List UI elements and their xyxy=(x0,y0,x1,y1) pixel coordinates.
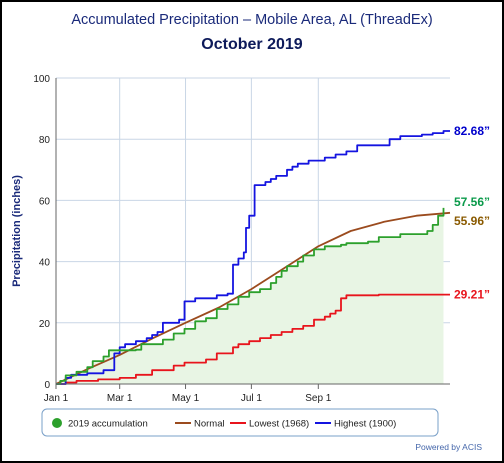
chart-title: Accumulated Precipitation – Mobile Area,… xyxy=(71,12,432,28)
y-tick-label: 40 xyxy=(39,258,51,269)
x-tick-label: Sep 1 xyxy=(305,393,332,404)
legend-item-label: Lowest (1968) xyxy=(249,419,309,430)
series-line-2019-accumulation xyxy=(56,207,445,385)
y-tick-label: 60 xyxy=(39,196,51,207)
legend-item-label: 2019 accumulation xyxy=(68,419,148,430)
axes: 0 20 40 60 80 100 Jan 1 Mar 1 May 1 Jul 1 Sep 1 xyxy=(33,74,450,404)
end-labels: 57.56” 55.96” 29.21” 82.68” xyxy=(454,124,490,302)
legend-item-label: Normal xyxy=(194,419,225,430)
y-tick-label: 0 xyxy=(44,380,50,391)
legend-item-label: Highest (1900) xyxy=(334,419,396,430)
end-label: 82.68” xyxy=(454,124,490,138)
legend: 2019 accumulation Normal Lowest (1968) High… xyxy=(41,408,439,437)
y-axis-label: Precipitation (inches) xyxy=(11,175,23,287)
y-tick-label: 100 xyxy=(33,74,50,85)
end-label: 57.56” xyxy=(454,195,490,209)
series-line-normal xyxy=(55,211,451,385)
series-line-lowest-1968 xyxy=(56,293,450,385)
y-tick-label: 20 xyxy=(39,319,51,330)
powered-by-credit: Powered by ACIS xyxy=(415,442,482,452)
legend-marker-dot xyxy=(52,418,62,428)
x-tick-label: Jan 1 xyxy=(44,393,69,404)
series-line-highest-1900 xyxy=(56,130,450,385)
series-lines xyxy=(55,130,451,385)
y-tick-label: 80 xyxy=(39,135,51,146)
x-tick-label: Jul 1 xyxy=(241,393,263,404)
end-label: 29.21” xyxy=(454,288,490,302)
end-label: 55.96” xyxy=(454,214,490,228)
x-tick-label: Mar 1 xyxy=(107,393,133,404)
x-tick-label: May 1 xyxy=(172,393,200,404)
chart-subtitle: October 2019 xyxy=(201,36,302,53)
